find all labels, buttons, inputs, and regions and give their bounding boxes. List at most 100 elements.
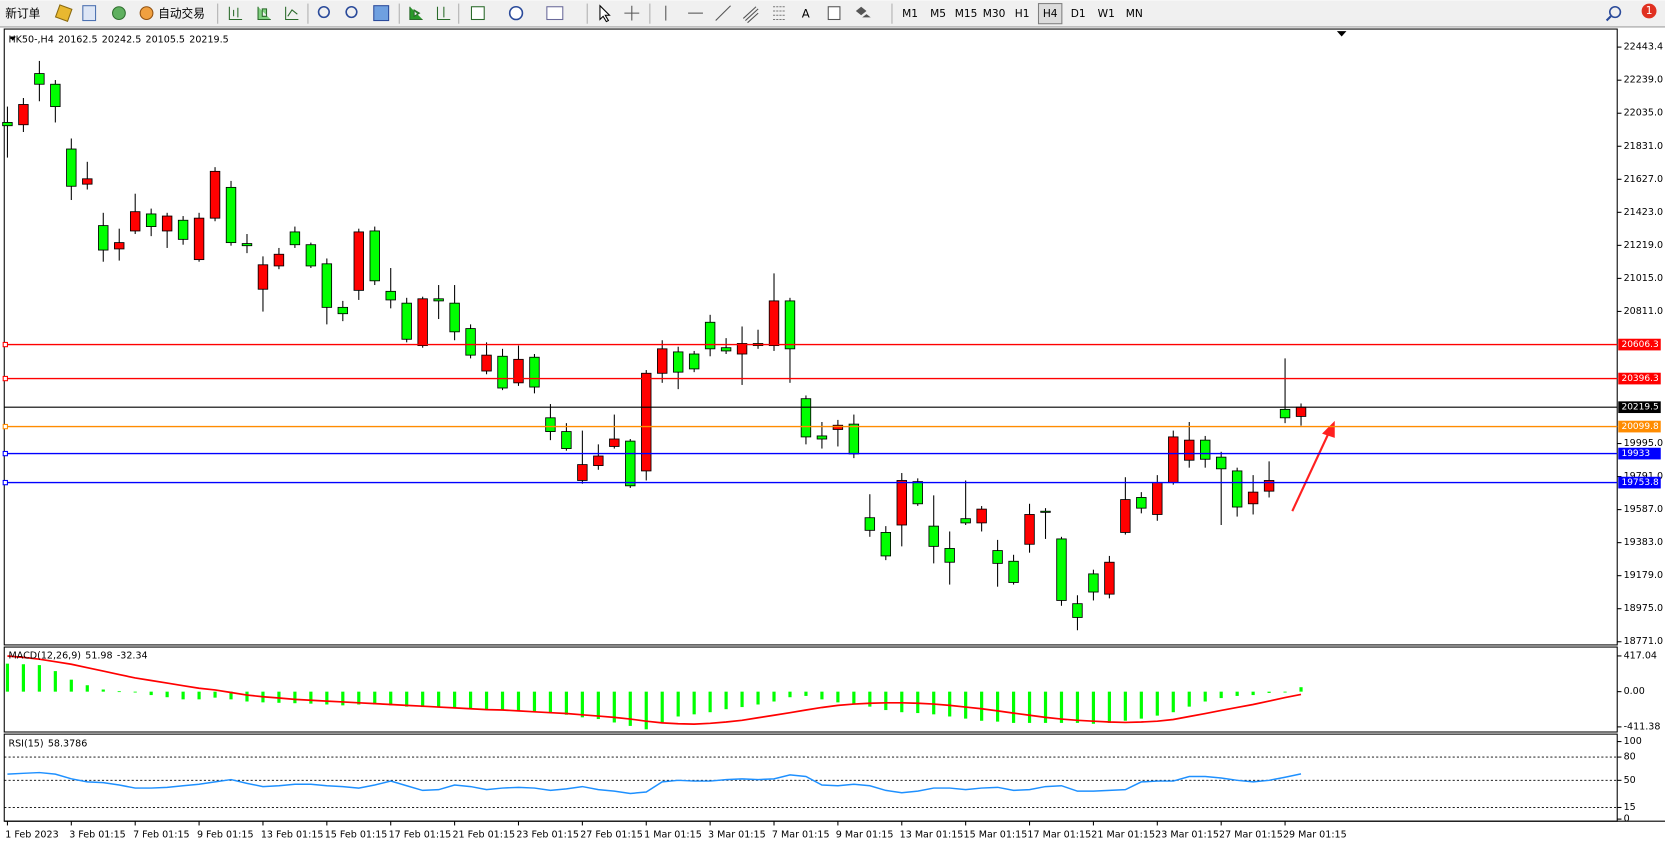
candle-body bbox=[609, 438, 620, 447]
label-tool[interactable] bbox=[827, 6, 841, 21]
timeframe-button[interactable]: M30 bbox=[983, 7, 1006, 20]
icon[interactable] bbox=[139, 6, 154, 21]
periods[interactable] bbox=[508, 5, 524, 21]
macd-bar bbox=[596, 691, 600, 720]
macd-bar bbox=[229, 691, 233, 700]
x-tick-label: 7 Mar 01:15 bbox=[772, 830, 830, 841]
candle-body bbox=[1295, 406, 1307, 417]
timeframe-button[interactable]: H4 bbox=[1043, 7, 1058, 20]
price-level-label-bg bbox=[1618, 420, 1661, 433]
zoom-out[interactable] bbox=[345, 5, 358, 19]
y-tick-label: 20811.0 bbox=[1624, 306, 1663, 317]
candle-body bbox=[960, 518, 971, 524]
macd-bar bbox=[1267, 691, 1271, 693]
x-tick-label: 9 Feb 01:15 bbox=[197, 830, 254, 841]
macd-bar bbox=[1027, 691, 1032, 723]
candle-body bbox=[257, 264, 269, 290]
macd-bar bbox=[564, 691, 568, 715]
icon[interactable] bbox=[82, 5, 97, 22]
macd-bar bbox=[644, 691, 648, 730]
icon[interactable] bbox=[112, 6, 126, 21]
macd-bar bbox=[5, 663, 10, 692]
macd-bar bbox=[1219, 691, 1223, 699]
macd-bar bbox=[69, 679, 73, 692]
crosshair[interactable] bbox=[624, 5, 640, 21]
indicator-line bbox=[7, 655, 1302, 725]
timeframe-button[interactable]: H1 bbox=[1015, 7, 1030, 20]
x-tick-label: 15 Feb 01:15 bbox=[325, 830, 388, 841]
candle-body bbox=[1215, 456, 1227, 470]
icon[interactable] bbox=[228, 6, 243, 21]
new-order-button[interactable]: 新订单 bbox=[5, 7, 40, 21]
y-tick-label: 0.00 bbox=[1624, 686, 1645, 697]
macd-bar bbox=[948, 691, 952, 717]
candle-body bbox=[1136, 497, 1147, 509]
price-level-label: 20396.3 bbox=[1621, 374, 1659, 384]
tile-windows[interactable] bbox=[373, 5, 390, 22]
macd-bar bbox=[964, 691, 968, 719]
macd-bar bbox=[341, 691, 345, 706]
candle-body bbox=[241, 243, 253, 247]
candle-body bbox=[433, 298, 444, 302]
macd-bar bbox=[548, 691, 553, 714]
candle-body bbox=[641, 372, 652, 472]
macd-bar bbox=[868, 691, 872, 707]
candle-body bbox=[481, 354, 492, 372]
timeframe-button[interactable]: M1 bbox=[902, 7, 918, 20]
macd-bar bbox=[580, 691, 584, 718]
arrows-tool[interactable] bbox=[855, 6, 871, 18]
macd-bar bbox=[389, 691, 393, 706]
icon[interactable] bbox=[285, 6, 299, 21]
macd-bar bbox=[516, 691, 521, 711]
icon[interactable] bbox=[54, 4, 73, 22]
candle-body bbox=[289, 231, 301, 246]
search[interactable] bbox=[1608, 5, 1622, 19]
macd-bar bbox=[1011, 691, 1016, 723]
text-tool[interactable]: A bbox=[802, 7, 810, 21]
macd-bar bbox=[181, 691, 185, 700]
templates[interactable] bbox=[546, 6, 564, 21]
macd-bar bbox=[149, 691, 153, 696]
timeframe-button[interactable]: M5 bbox=[930, 7, 946, 20]
macd-bar bbox=[1107, 691, 1111, 723]
candle-body bbox=[529, 356, 540, 388]
price-level-handle bbox=[2, 375, 8, 382]
candle-body bbox=[273, 253, 285, 267]
timeframe-button[interactable]: W1 bbox=[1098, 7, 1115, 20]
x-tick-label: 17 Mar 01:15 bbox=[1027, 830, 1091, 841]
candle-body bbox=[1152, 482, 1163, 515]
icon[interactable] bbox=[436, 6, 451, 21]
x-tick-label: 21 Feb 01:15 bbox=[452, 830, 515, 841]
indicators[interactable] bbox=[470, 6, 485, 21]
candle-body bbox=[1279, 408, 1291, 419]
y-tick-label: 80 bbox=[1624, 752, 1636, 763]
candle-body bbox=[848, 423, 860, 455]
cursor[interactable] bbox=[599, 4, 611, 23]
macd-bar bbox=[996, 691, 1000, 722]
x-tick-label: 29 Mar 01:15 bbox=[1283, 830, 1347, 841]
timeframe-button[interactable]: MN bbox=[1126, 7, 1143, 20]
zoom-in[interactable] bbox=[317, 5, 330, 19]
icon[interactable] bbox=[409, 6, 423, 21]
timeframe-button[interactable]: D1 bbox=[1071, 7, 1086, 20]
timeframe-button[interactable]: M15 bbox=[955, 7, 978, 20]
macd-bar bbox=[900, 691, 904, 713]
auto-trading-button[interactable]: 自动交易 bbox=[158, 7, 205, 21]
header-part: RSI(15) bbox=[8, 738, 43, 749]
notification-badge[interactable] bbox=[1641, 3, 1657, 19]
macd-bar bbox=[357, 691, 361, 705]
macd-bar bbox=[1251, 691, 1255, 696]
candle-body bbox=[784, 300, 796, 350]
channel[interactable] bbox=[742, 6, 759, 24]
candle-body bbox=[816, 435, 828, 440]
y-tick-label: 22443.4 bbox=[1624, 42, 1663, 53]
macd-bar bbox=[484, 691, 489, 710]
y-tick-label: 19383.0 bbox=[1624, 537, 1663, 548]
fibonacci[interactable] bbox=[773, 6, 786, 21]
trend-line[interactable] bbox=[715, 5, 731, 21]
candle-body bbox=[82, 178, 93, 185]
candle-body bbox=[736, 343, 748, 355]
macd-bar bbox=[1299, 687, 1303, 692]
